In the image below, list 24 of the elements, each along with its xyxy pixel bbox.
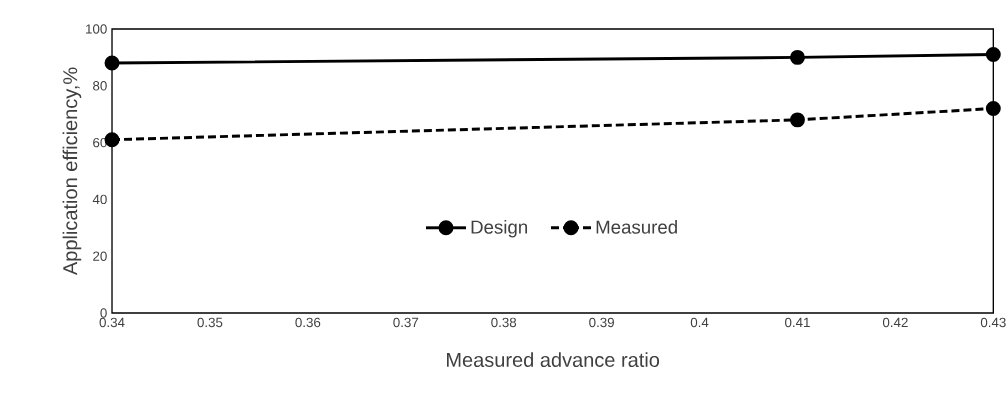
point — [790, 112, 805, 128]
x-tick-label: 0.4 — [690, 317, 709, 328]
y-tick-label: 40 — [92, 194, 107, 205]
point — [985, 47, 1001, 63]
x-tick-label: 0.42 — [882, 317, 908, 328]
y-tick-label: 80 — [93, 81, 107, 91]
y-tick-label: 20 — [93, 251, 107, 261]
y-tick-label: 0 — [100, 308, 107, 318]
x-tick-label: 0.41 — [785, 317, 810, 328]
point — [985, 101, 1001, 116]
y-tick-label: 100 — [86, 24, 107, 34]
x-axis-title: Measured advance ratio — [447, 352, 660, 367]
x-tick-label: 0.43 — [980, 317, 1006, 328]
x-tick-label: 0.39 — [589, 317, 614, 328]
x-tick-label: 0.37 — [393, 317, 419, 328]
legend-label: Measured — [596, 220, 677, 234]
x-tick-label: 0.38 — [491, 317, 517, 328]
x-tick-label: 0.36 — [295, 317, 321, 328]
y-axis-title: Application efficiency,% — [62, 67, 82, 276]
point — [104, 55, 120, 71]
x-tick-label: 0.35 — [197, 317, 223, 328]
x-tick-label: 0.34 — [99, 317, 125, 328]
point — [790, 49, 805, 65]
legend-label: Design — [471, 220, 527, 238]
